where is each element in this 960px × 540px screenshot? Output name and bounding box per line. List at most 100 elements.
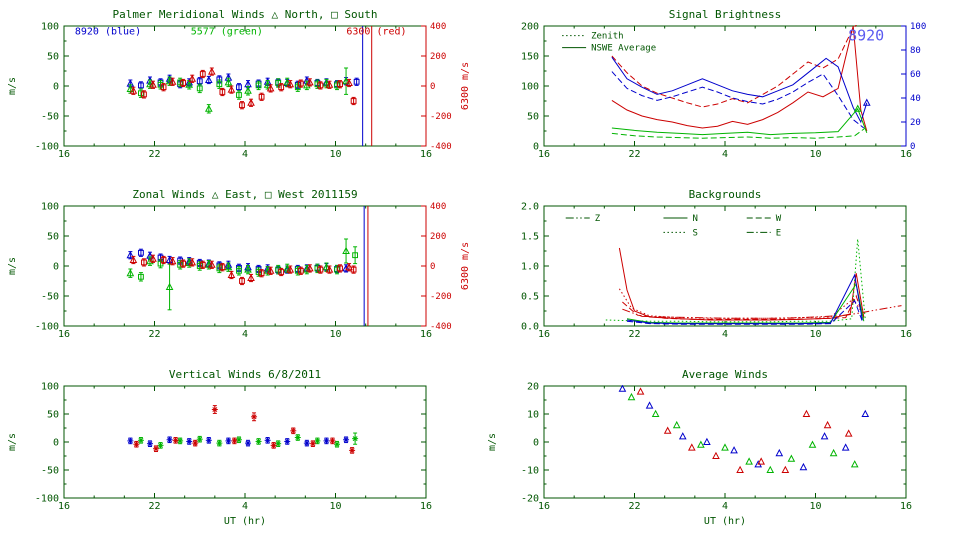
svg-text:Vertical Winds 6/8/2011: Vertical Winds 6/8/2011 [169,368,321,381]
panel-backgrounds: 16 22 4 10 16 0.0 0.5 1.0 1.5 2.0 Backgrounds Z N W S E [480,180,960,360]
svg-text:6300 m/s: 6300 m/s [460,242,471,290]
svg-text:10: 10 [329,501,341,512]
svg-text:m/s: m/s [7,77,18,95]
svg-text:4: 4 [242,329,248,340]
svg-text:22: 22 [628,149,640,160]
svg-text:Palmer Meridional Winds △ Nort: Palmer Meridional Winds △ North, □ South [113,8,378,21]
svg-text:5577 (green): 5577 (green) [191,26,263,37]
svg-text:-100: -100 [35,142,59,153]
svg-text:10: 10 [809,149,821,160]
svg-text:200: 200 [430,232,446,242]
svg-text:10: 10 [809,329,821,340]
svg-text:Zonal Winds △ East, □ West 201: Zonal Winds △ East, □ West 2011159 [132,188,357,201]
svg-text:16: 16 [900,329,912,340]
svg-text:m/s: m/s [487,433,498,451]
svg-text:200: 200 [521,22,539,33]
svg-text:16: 16 [900,501,912,512]
svg-text:-100: -100 [35,322,59,333]
svg-text:-20: -20 [521,494,539,505]
panel-signal-brightness: 16 22 4 10 16 0 50 100 150 200 0 20 40 60 80 100 Signal … [480,0,960,180]
svg-text:4: 4 [722,501,728,512]
svg-text:0: 0 [533,142,539,153]
svg-text:16: 16 [420,501,432,512]
svg-text:6300 m/s: 6300 m/s [460,62,471,110]
svg-text:16: 16 [420,149,432,160]
svg-text:-10: -10 [521,466,539,477]
svg-text:m/s: m/s [7,257,18,275]
svg-text:50: 50 [47,52,59,63]
svg-text:50: 50 [47,410,59,421]
panel-zonal-winds: 16 22 4 10 16 -100 -50 0 50 100 -400 -200 0 200 400 630… [0,180,480,360]
svg-text:-100: -100 [35,494,59,505]
svg-text:22: 22 [628,501,640,512]
svg-text:2.0: 2.0 [521,202,539,213]
svg-text:16: 16 [58,501,70,512]
svg-text:-400: -400 [430,142,452,152]
svg-text:50: 50 [47,232,59,243]
svg-text:0: 0 [533,438,539,449]
svg-text:200: 200 [430,52,446,62]
svg-text:-200: -200 [430,112,452,122]
svg-text:4: 4 [722,149,728,160]
svg-text:16: 16 [58,149,70,160]
svg-text:0.5: 0.5 [521,292,539,303]
svg-text:-50: -50 [41,466,59,477]
svg-text:Average Winds: Average Winds [682,368,768,381]
svg-text:16: 16 [420,329,432,340]
svg-text:22: 22 [148,329,160,340]
svg-text:400: 400 [430,202,446,212]
svg-text:4: 4 [242,149,248,160]
svg-text:20: 20 [527,382,539,393]
svg-text:4: 4 [722,329,728,340]
svg-text:0: 0 [430,82,435,92]
svg-text:20: 20 [910,118,921,128]
svg-text:Zenith: Zenith [591,32,624,42]
svg-text:W: W [776,214,782,224]
panel-average-winds: 16 22 4 10 16 -20 -10 0 10 20 Average Winds m/s UT (… [480,360,960,540]
svg-text:6300 (red): 6300 (red) [346,26,406,37]
svg-text:100: 100 [41,202,59,213]
svg-text:-200: -200 [430,292,452,302]
svg-text:0: 0 [53,438,59,449]
svg-text:m/s: m/s [7,433,18,451]
svg-text:10: 10 [527,410,539,421]
svg-text:4: 4 [242,501,248,512]
svg-text:16: 16 [538,501,550,512]
panel-meridional-winds: 16 22 4 10 16 -100 -50 0 50 100 -400 -200 0 200 400 630… [0,0,480,180]
svg-text:0: 0 [430,262,435,272]
panel-vertical-winds: 16 22 4 10 16 -100 -50 0 50 100 Vertical Winds 6/8… [0,360,480,540]
svg-text:60: 60 [910,70,921,80]
svg-text:8920 (blue): 8920 (blue) [75,26,141,37]
svg-text:UT (hr): UT (hr) [224,516,266,527]
svg-text:10: 10 [809,501,821,512]
svg-text:0: 0 [910,142,915,152]
svg-text:100: 100 [41,382,59,393]
svg-text:-50: -50 [41,292,59,303]
svg-text:Backgrounds: Backgrounds [689,188,762,201]
svg-text:50: 50 [527,112,539,123]
svg-text:0.0: 0.0 [521,322,539,333]
svg-text:22: 22 [148,149,160,160]
svg-text:E: E [776,228,781,238]
svg-text:16: 16 [538,329,550,340]
svg-text:Z: Z [595,214,601,224]
svg-text:10: 10 [329,149,341,160]
svg-text:8920: 8920 [848,26,884,44]
svg-text:-50: -50 [41,112,59,123]
svg-text:100: 100 [910,22,926,32]
svg-text:UT (hr): UT (hr) [704,516,746,527]
svg-text:400: 400 [430,22,446,32]
svg-text:150: 150 [521,52,539,63]
svg-text:100: 100 [41,22,59,33]
svg-text:22: 22 [628,329,640,340]
svg-text:40: 40 [910,94,921,104]
svg-text:0: 0 [53,262,59,273]
svg-text:N: N [692,214,697,224]
svg-text:22: 22 [148,501,160,512]
svg-text:0: 0 [53,82,59,93]
svg-text:S: S [692,228,697,238]
svg-text:16: 16 [58,329,70,340]
svg-text:-400: -400 [430,322,452,332]
svg-text:1.0: 1.0 [521,262,539,273]
